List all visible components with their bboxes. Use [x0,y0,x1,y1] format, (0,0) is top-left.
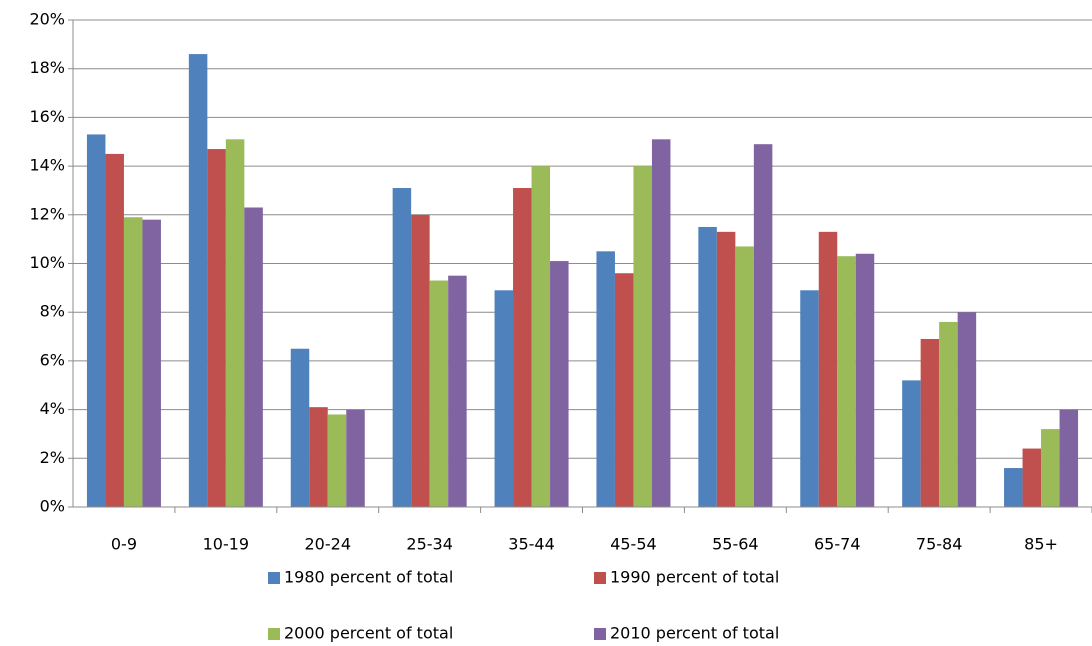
y-tick-label: 4% [40,399,65,418]
bar [86,134,106,507]
bar [429,280,449,507]
y-tick-label: 16% [29,107,65,126]
x-tick-label: 55-64 [712,535,759,554]
x-tick-label: 25-34 [406,535,453,554]
bar [123,217,143,508]
legend-label: 1980 percent of total [284,568,453,587]
bar [614,273,634,507]
bar [346,409,365,507]
legend-swatch [594,572,606,584]
bar [142,219,161,508]
bar [494,290,514,507]
y-tick-label: 2% [40,448,65,467]
x-tick-label: 45-54 [610,535,657,554]
bar [920,338,940,507]
x-tick-label: 10-19 [203,535,250,554]
bar [290,348,310,507]
bar [753,144,773,507]
y-tick-label: 8% [40,302,65,321]
legend-swatch [594,628,606,640]
bar [448,275,467,507]
legend-swatch [268,572,280,584]
legend-swatch [268,628,280,640]
bar [550,261,569,507]
bar [651,139,671,507]
bar [716,231,736,507]
x-tick-label: 65-74 [814,535,861,554]
bar [633,166,652,507]
x-tick-label: 20-24 [305,535,352,554]
bar [800,290,819,507]
bar [939,321,958,507]
bar [513,188,532,507]
bar [596,251,615,507]
legend-label: 2000 percent of total [284,624,453,643]
bar [1004,468,1023,507]
y-tick-label: 20% [29,10,65,29]
bar [105,153,124,508]
bar [698,226,717,507]
bar [207,149,226,507]
bar [327,414,347,507]
bar [957,312,977,507]
bar [1022,448,1042,507]
y-tick-label: 10% [29,253,65,272]
bar [902,380,921,507]
y-tick-label: 0% [40,497,65,516]
bar [818,231,838,507]
bar [531,166,551,507]
y-tick-label: 14% [29,156,65,175]
bar [1059,409,1079,507]
bar [855,253,875,507]
bar [392,188,412,507]
legend-label: 2010 percent of total [610,624,779,643]
bar [837,256,856,507]
x-tick-label: 85+ [1024,535,1058,554]
y-tick-label: 18% [29,58,65,77]
x-tick-label: 35-44 [508,535,555,554]
x-tick-label: 0-9 [111,535,137,554]
bar [309,407,328,507]
bar [411,214,430,508]
bar [225,139,245,507]
bar [1041,429,1060,507]
x-tick-label: 75-84 [916,535,963,554]
legend-label: 1990 percent of total [610,568,779,587]
y-tick-label: 6% [40,350,65,369]
bar [244,207,263,507]
bar [735,246,754,507]
bar [188,54,208,508]
y-tick-label: 12% [29,204,65,223]
